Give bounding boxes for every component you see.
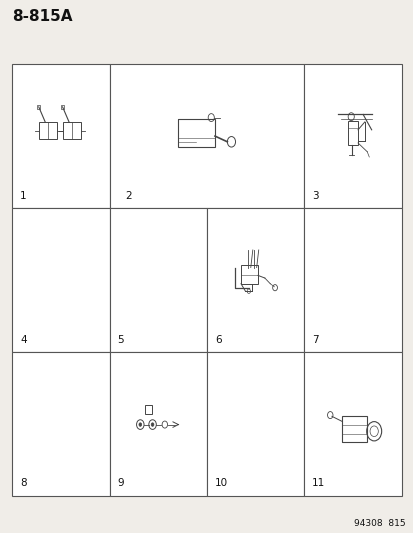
Bar bbox=[240, 265, 257, 284]
Bar bbox=[12, 64, 109, 208]
Bar bbox=[145, 405, 152, 415]
Bar bbox=[304, 64, 401, 208]
Text: 94308  815: 94308 815 bbox=[353, 519, 405, 528]
Bar bbox=[347, 121, 357, 145]
Circle shape bbox=[151, 423, 154, 426]
Text: 10: 10 bbox=[214, 479, 228, 488]
Text: 2: 2 bbox=[125, 191, 132, 200]
Bar bbox=[304, 352, 401, 496]
Text: 3: 3 bbox=[311, 191, 318, 200]
Text: 9: 9 bbox=[117, 479, 124, 488]
Bar bbox=[12, 208, 109, 352]
Bar bbox=[109, 208, 206, 352]
Bar bbox=[177, 119, 214, 148]
Bar bbox=[109, 352, 206, 496]
Bar bbox=[342, 416, 366, 442]
Bar bbox=[109, 64, 304, 208]
Text: 4: 4 bbox=[20, 335, 27, 344]
Text: 8: 8 bbox=[20, 479, 27, 488]
Text: 11: 11 bbox=[311, 479, 325, 488]
Bar bbox=[206, 208, 304, 352]
Text: 8-815A: 8-815A bbox=[12, 9, 73, 24]
Bar bbox=[39, 122, 57, 139]
Text: 1: 1 bbox=[20, 191, 27, 200]
Circle shape bbox=[139, 423, 141, 426]
Bar bbox=[12, 352, 109, 496]
Text: 6: 6 bbox=[214, 335, 221, 344]
Bar bbox=[61, 105, 64, 109]
Text: 5: 5 bbox=[117, 335, 124, 344]
Text: 7: 7 bbox=[311, 335, 318, 344]
Bar bbox=[62, 122, 81, 139]
Bar bbox=[304, 208, 401, 352]
Bar bbox=[37, 105, 40, 109]
Bar bbox=[206, 352, 304, 496]
